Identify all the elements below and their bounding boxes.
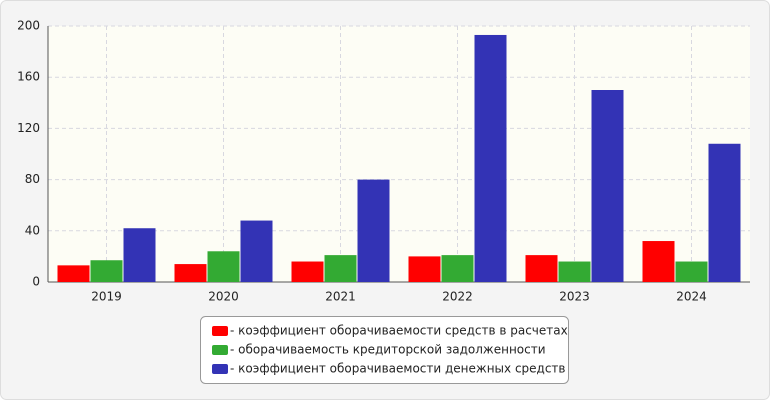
legend-label: - коэффициент оборачиваемости средств в … [230,324,568,338]
bar [408,256,441,282]
x-tick-label: 2019 [91,290,122,304]
y-tick-label: 80 [25,172,40,186]
legend-swatch [212,364,228,374]
bar [558,261,591,282]
x-tick-label: 2024 [676,290,707,304]
bar [291,261,324,282]
bar [123,228,156,282]
y-tick-label: 160 [17,70,40,84]
legend-box [200,316,569,384]
y-tick-label: 200 [17,19,40,33]
bar [324,255,357,282]
legend-swatch [212,326,228,336]
bar [525,255,558,282]
y-tick-label: 120 [17,121,40,135]
bar [207,251,240,282]
bar [708,143,741,282]
bar [474,34,507,283]
bar [240,220,273,282]
plot-area [48,26,750,282]
y-tick-label: 40 [25,223,40,237]
bar [441,255,474,282]
bar [642,241,675,282]
bar [57,265,90,282]
bar [675,261,708,282]
legend-swatch [212,345,228,355]
x-tick-label: 2020 [208,290,239,304]
x-tick-label: 2022 [442,290,473,304]
bar [174,264,207,282]
x-tick-label: 2023 [559,290,590,304]
y-tick-label: 0 [32,275,40,289]
legend-label: - оборачиваемость кредиторской задолженн… [230,343,546,357]
bar [90,260,123,282]
x-tick-label: 2021 [325,290,356,304]
bar [357,179,390,282]
legend-label: - коэффициент оборачиваемости денежных с… [230,362,566,376]
bar [591,90,624,282]
